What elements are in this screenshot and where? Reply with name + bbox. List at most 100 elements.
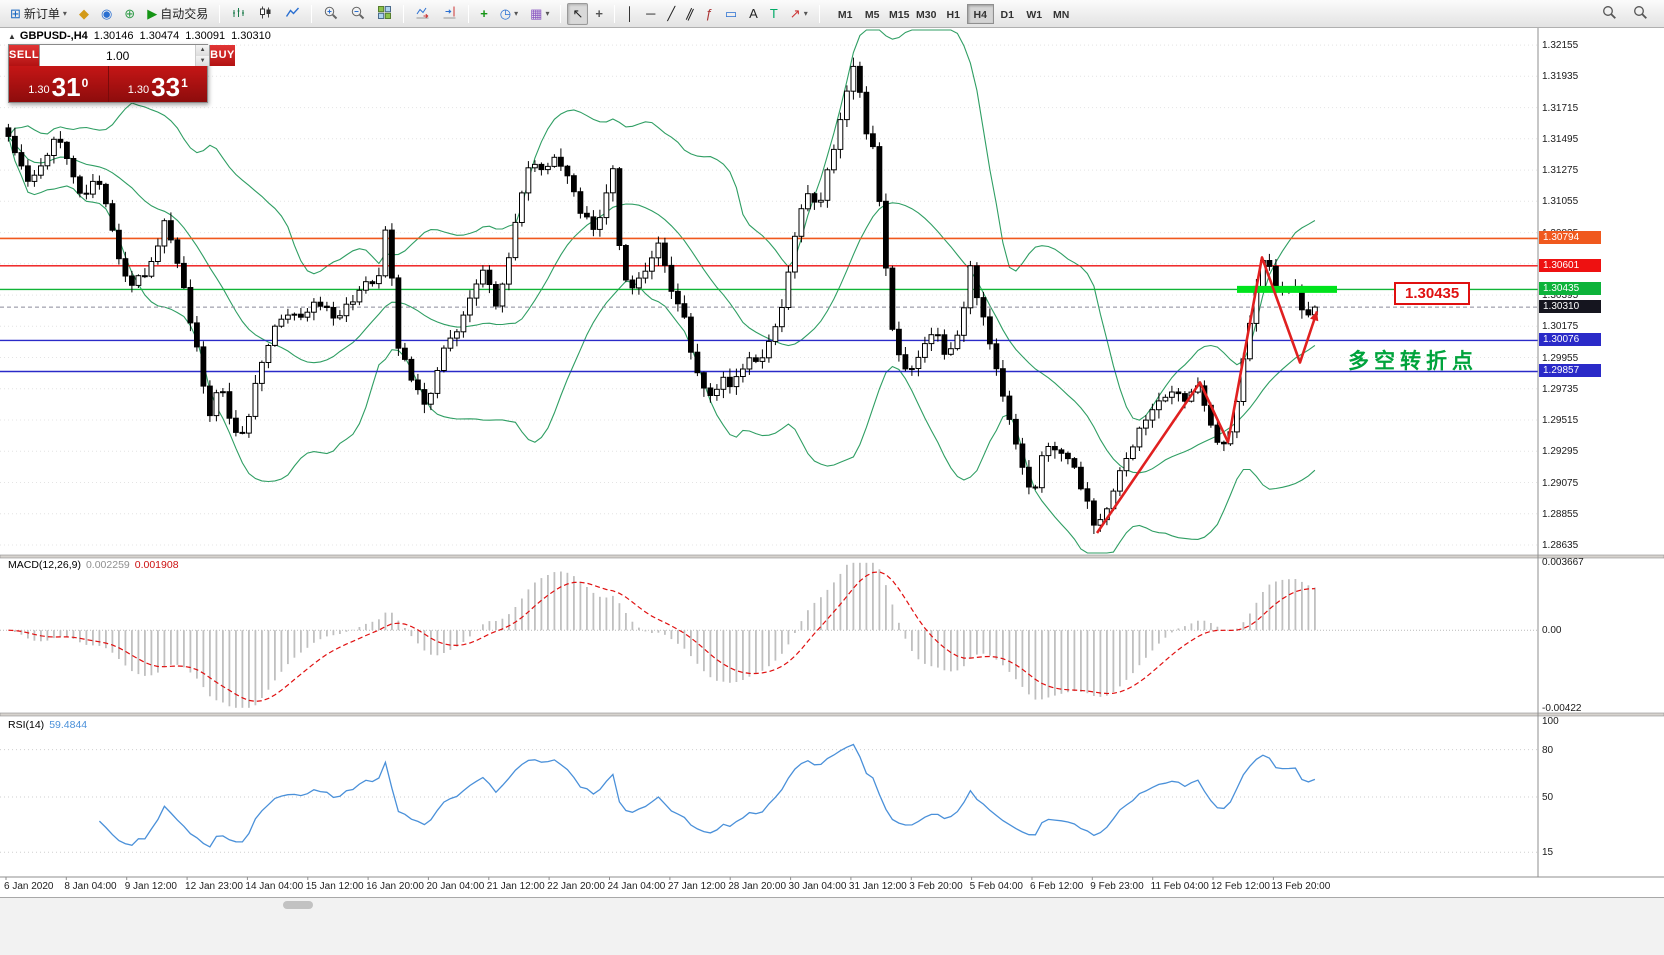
sell-price-big: 31	[51, 72, 81, 102]
periods-icon: ◷	[499, 6, 512, 21]
ohlc-close: 1.30310	[231, 30, 271, 42]
time-axis-label: 12 Jan 23:00	[185, 881, 243, 892]
zoom-out-button[interactable]	[345, 3, 370, 25]
price-scale[interactable]	[1538, 28, 1664, 877]
symbol-title: GBPUSD-,H4	[19, 30, 88, 42]
volume-decrease-button[interactable]: ▼	[196, 55, 210, 66]
templates-button[interactable]: ▦ ▾	[525, 3, 554, 25]
timeframe-m1-button[interactable]: M1	[837, 8, 853, 21]
toolbar-separator	[818, 4, 820, 23]
autotrading-icon: ▶	[147, 6, 158, 21]
time-axis-label: 3 Feb 20:00	[909, 881, 963, 892]
volume-increase-button[interactable]: ▲	[196, 45, 210, 56]
chart-region: 1.32155 1.31935 1.31715 1.31495 1.31275 1.310…	[0, 28, 1664, 897]
chart-shift-icon	[442, 5, 457, 22]
timeframe-m5-button[interactable]: M5	[864, 8, 880, 21]
caret-down-icon: ▾	[545, 9, 550, 18]
cursor-icon: ↖	[572, 6, 584, 21]
chart-candles-icon	[258, 5, 273, 22]
buy-price-display[interactable]: 1.30 33 1	[109, 66, 208, 102]
volume-input[interactable]	[40, 45, 196, 66]
price-level-annotation[interactable]: 1.30435	[1394, 282, 1471, 305]
zoom-in-button[interactable]	[318, 3, 343, 25]
navigator-button[interactable]: ⊕	[119, 3, 140, 25]
time-axis-label: 16 Jan 20:00	[366, 881, 424, 892]
vertical-line-icon: │	[625, 6, 635, 21]
buy-price-big: 33	[151, 72, 181, 102]
vertical-line-button[interactable]: │	[621, 3, 639, 25]
collapse-one-click-icon[interactable]: ▲	[8, 32, 16, 41]
equidistant-channel-button[interactable]: ∥	[682, 3, 699, 25]
symbol-search-button[interactable]	[1628, 3, 1653, 25]
chart-line-button[interactable]	[280, 3, 305, 25]
caret-down-icon: ▾	[803, 9, 808, 18]
horizontal-line-button[interactable]: ─	[641, 3, 660, 25]
turning-point-note[interactable]: 多空转折点	[1348, 350, 1478, 373]
chart-bars-icon	[231, 5, 246, 22]
caret-down-icon: ▾	[514, 9, 519, 18]
timeframe-h1-button[interactable]: H1	[946, 8, 960, 21]
timeframe-mn-button[interactable]: MN	[1053, 8, 1070, 21]
timeframe-m15-button[interactable]: M15	[889, 8, 910, 21]
time-axis-label: 27 Jan 12:00	[667, 881, 726, 892]
time-axis-label: 13 Feb 20:00	[1271, 881, 1331, 892]
panel-separator[interactable]	[0, 553, 1664, 559]
ohlc-high: 1.30474	[139, 30, 180, 42]
macd-indicator-header: MACD(12,26,9) 0.002259 0.001908	[8, 559, 179, 571]
market-watch-icon: ◉	[100, 6, 113, 21]
text-label-icon: T	[769, 6, 778, 21]
sell-price-display[interactable]: 1.30 31 0	[9, 66, 108, 102]
toolbar-separator	[311, 4, 313, 23]
symbol-search-icon	[1633, 5, 1648, 22]
text-button[interactable]: A	[744, 3, 763, 25]
toolbar-right	[1597, 3, 1659, 25]
indicators-list-button[interactable]: +	[475, 3, 493, 25]
time-axis-label: 22 Jan 20:00	[547, 881, 605, 892]
market-watch-button[interactable]: ◉	[96, 3, 117, 25]
templates-icon: ▦	[530, 6, 543, 21]
panel-separator[interactable]	[0, 711, 1664, 717]
autotrading-button[interactable]: ▶ 自动交易	[142, 3, 213, 25]
shapes-button[interactable]: ▭	[720, 3, 742, 25]
macd-signal-value: 0.001908	[134, 559, 179, 571]
profiles-button[interactable]: ◆	[74, 3, 94, 25]
sell-price-sup: 0	[81, 76, 89, 90]
search-button[interactable]	[1597, 3, 1622, 25]
time-axis-label: 28 Jan 20:00	[728, 881, 787, 892]
time-axis-label: 30 Jan 04:00	[788, 881, 847, 892]
chart-shift-button[interactable]	[437, 3, 462, 25]
time-axis-label: 8 Jan 04:00	[64, 881, 117, 892]
time-axis-label: 24 Jan 04:00	[607, 881, 666, 892]
volume-field: ▲ ▼	[39, 45, 211, 66]
tile-windows-button[interactable]	[372, 3, 397, 25]
fibonacci-icon: ƒ	[705, 6, 713, 21]
time-axis[interactable]: 6 Jan 2020 8 Jan 04:00 9 Jan 12:00 12 Jan 2…	[0, 877, 1538, 897]
time-axis-label: 6 Jan 2020	[4, 881, 54, 892]
chart-bars-button[interactable]	[226, 3, 251, 25]
arrows-button[interactable]: ↗ ▾	[785, 3, 813, 25]
search-icon	[1602, 5, 1617, 22]
chart-candles-button[interactable]	[253, 3, 278, 25]
fibonacci-button[interactable]: ƒ	[701, 3, 718, 25]
sell-price-prefix: 1.30	[28, 84, 50, 96]
navigator-icon: ⊕	[124, 6, 136, 21]
new-order-button[interactable]: ⊞ 新订单 ▾	[5, 3, 72, 25]
chart-canvas[interactable]	[0, 28, 1664, 897]
periods-button[interactable]: ◷ ▾	[495, 3, 523, 25]
sell-button[interactable]: SELL	[9, 45, 40, 66]
scrollbar-thumb[interactable]	[283, 901, 313, 909]
toolbar-buttons: ⊞ 新订单 ▾ ◆ ◉ ⊕ ▶ 自动交易 + ◷ ▾ ▦ ▾ ↖ + │ ─ ╱ ∥ ƒ ▭ A T ↗ ▾	[5, 2, 824, 25]
rsi-title: RSI(14)	[8, 719, 45, 731]
text-label-button[interactable]: T	[765, 3, 783, 25]
trendline-button[interactable]: ╱	[662, 3, 680, 25]
toolbar-separator	[219, 4, 221, 23]
timeframe-m30-button[interactable]: M30	[916, 8, 937, 21]
timeframe-w1-button[interactable]: W1	[1026, 8, 1043, 21]
timeframe-h4-button[interactable]: H4	[966, 3, 994, 24]
crosshair-button[interactable]: +	[590, 3, 608, 25]
timeframe-d1-button[interactable]: D1	[1000, 8, 1014, 21]
auto-scroll-button[interactable]	[410, 3, 435, 25]
buy-button[interactable]: BUY	[210, 45, 235, 66]
cursor-button[interactable]: ↖	[567, 2, 589, 25]
